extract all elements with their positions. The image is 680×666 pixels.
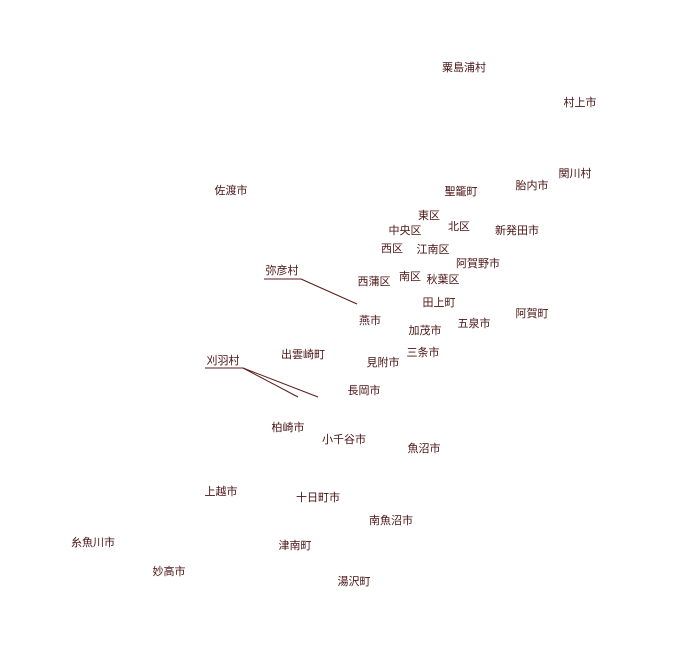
place-label: 魚沼市 <box>408 441 441 455</box>
place-label: 西区 <box>381 242 403 255</box>
place-label: 十日町市 <box>296 490 340 504</box>
place-label: 胎内市 <box>516 178 549 192</box>
place-label: 小千谷市 <box>322 432 366 446</box>
place-label: 三条市 <box>407 345 440 359</box>
place-label: 江南区 <box>417 243 450 256</box>
place-label: 津南町 <box>279 539 312 552</box>
place-label: 佐渡市 <box>215 183 248 197</box>
place-label: 阿賀野市 <box>456 256 500 270</box>
place-label: 関川村 <box>559 166 592 180</box>
place-label: 聖籠町 <box>445 184 478 198</box>
place-label: 出雲崎町 <box>281 347 325 361</box>
place-label: 見附市 <box>367 355 400 369</box>
place-label: 糸魚川市 <box>71 535 115 549</box>
place-label: 粟島浦村 <box>442 60 486 74</box>
leader-line <box>242 367 299 398</box>
place-label: 新発田市 <box>495 223 539 237</box>
leader-line <box>300 278 358 305</box>
place-label: 上越市 <box>205 484 238 498</box>
place-label: 長岡市 <box>348 383 381 397</box>
place-label: 東区 <box>418 209 440 222</box>
place-label: 湯沢町 <box>338 574 371 588</box>
place-label: 柏崎市 <box>272 420 305 434</box>
place-label: 村上市 <box>564 95 597 109</box>
place-label: 秋葉区 <box>427 272 460 286</box>
place-label: 燕市 <box>359 313 381 327</box>
place-label: 南区 <box>399 270 421 283</box>
place-label: 弥彦村 <box>266 263 299 277</box>
place-label: 刈羽村 <box>207 353 240 367</box>
place-label: 阿賀町 <box>516 307 549 320</box>
place-label: 五泉市 <box>458 316 491 330</box>
place-label: 北区 <box>448 220 470 233</box>
leader-line <box>242 367 319 398</box>
place-label: 西蒲区 <box>358 274 391 288</box>
place-label: 妙高市 <box>153 564 186 578</box>
place-label: 中央区 <box>389 224 422 237</box>
place-label: 加茂市 <box>409 323 442 337</box>
place-label: 田上町 <box>423 296 456 309</box>
place-label: 南魚沼市 <box>369 513 413 527</box>
